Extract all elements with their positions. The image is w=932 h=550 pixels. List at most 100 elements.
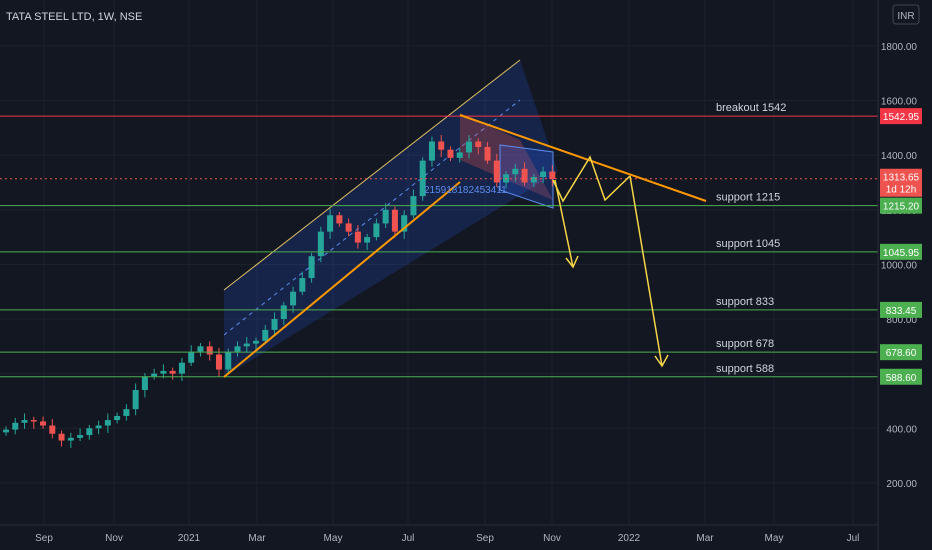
candle-body bbox=[49, 425, 56, 434]
support-833-label: support 833 bbox=[716, 296, 774, 308]
candle-body bbox=[206, 346, 213, 355]
candle-body bbox=[521, 168, 528, 183]
candle-body bbox=[243, 343, 250, 347]
candle-body bbox=[104, 420, 111, 426]
support-1045-price-tag-text: 1045.95 bbox=[883, 248, 920, 259]
last-price-countdown: 1d 12h bbox=[886, 185, 917, 196]
breakout-price-tag bbox=[880, 108, 922, 125]
candle-body bbox=[419, 160, 426, 197]
time-tick-label: Jul bbox=[402, 533, 415, 544]
channel-mid-line bbox=[223, 99, 521, 336]
candle-body bbox=[549, 171, 556, 179]
flag-fill bbox=[460, 113, 553, 200]
currency-box[interactable] bbox=[892, 4, 920, 25]
projection-arrow-short bbox=[554, 179, 574, 268]
candle-body bbox=[428, 141, 435, 161]
support-1045-label: support 1045 bbox=[716, 238, 780, 250]
candle-body bbox=[336, 215, 343, 224]
candle-body bbox=[114, 415, 121, 421]
candle-body bbox=[86, 428, 93, 436]
projection-arrow-long bbox=[629, 175, 663, 367]
candle-body bbox=[225, 351, 232, 370]
support-678-price-tag-text: 678.60 bbox=[886, 348, 917, 359]
support-678-label: support 678 bbox=[716, 338, 774, 350]
candle-body bbox=[466, 141, 472, 153]
last-price-tag bbox=[880, 168, 922, 197]
candle-body bbox=[67, 437, 74, 441]
candle-body bbox=[280, 305, 287, 320]
candle-body bbox=[3, 429, 9, 433]
price-axis[interactable]: 200.00400.00600.00800.001000.001200.0014… bbox=[877, 0, 922, 550]
time-tick-label: Nov bbox=[105, 533, 123, 544]
candle-body bbox=[253, 340, 260, 344]
support-588-price-tag bbox=[880, 368, 922, 385]
candle-body bbox=[132, 390, 139, 410]
candle-body bbox=[345, 223, 352, 232]
support-678-price-tag bbox=[880, 344, 922, 361]
horizontal-levels: breakout 1542 support 1215 support 1045 sup… bbox=[0, 102, 878, 378]
candle-body bbox=[447, 149, 454, 158]
grid bbox=[0, 0, 878, 525]
arrowhead-long bbox=[654, 354, 669, 368]
candle-body bbox=[30, 420, 37, 422]
candle-body bbox=[197, 346, 204, 352]
candle-body bbox=[215, 354, 222, 370]
breakout-price-tag-text: 1542.95 bbox=[883, 112, 920, 123]
candle-body bbox=[12, 422, 19, 430]
candle-body bbox=[262, 329, 269, 341]
channel-label: 215918182453411 bbox=[424, 185, 507, 196]
currency-label: INR bbox=[897, 11, 914, 22]
projection-zigzag bbox=[552, 155, 631, 203]
candle-body bbox=[234, 346, 241, 352]
candle-body bbox=[493, 160, 500, 183]
candle-body bbox=[354, 231, 361, 243]
support-833-price-tag-text: 833.45 bbox=[886, 306, 917, 317]
candle-body bbox=[21, 420, 28, 423]
descending-resistance-line[interactable] bbox=[459, 114, 707, 202]
time-tick-label: May bbox=[765, 533, 784, 544]
price-tick-label: 200.00 bbox=[886, 479, 917, 490]
candle-body bbox=[58, 433, 65, 441]
support-588-price-tag-text: 588.60 bbox=[886, 373, 917, 384]
candle-body bbox=[327, 215, 334, 232]
candle-body bbox=[308, 256, 315, 279]
support-1215-label: support 1215 bbox=[716, 192, 780, 204]
support-1215-price-tag-text: 1215.20 bbox=[883, 202, 920, 213]
candle-body bbox=[512, 168, 519, 175]
time-tick-label: Nov bbox=[543, 533, 561, 544]
candle-body bbox=[169, 370, 176, 374]
candle-body bbox=[438, 141, 445, 150]
price-tick-label: 1800.00 bbox=[881, 42, 918, 53]
time-tick-label: 2022 bbox=[618, 533, 641, 544]
candle-body bbox=[401, 215, 408, 232]
time-axis[interactable]: Sep Nov 2021 Mar May Jul Sep Nov 2022 Mar May Jul bbox=[0, 524, 878, 544]
lower-trend-line[interactable] bbox=[223, 181, 461, 378]
candle-body bbox=[475, 141, 482, 147]
support-1215-price-tag bbox=[880, 197, 922, 214]
trend-drawings bbox=[223, 114, 707, 378]
time-tick-label: Mar bbox=[248, 533, 266, 544]
candle-body bbox=[141, 376, 148, 391]
price-tick-label: 400.00 bbox=[886, 424, 917, 435]
candle-body bbox=[188, 351, 195, 363]
candlesticks bbox=[3, 134, 556, 448]
candle-body bbox=[151, 373, 158, 377]
channel-fill bbox=[224, 60, 558, 377]
time-tick-label: Sep bbox=[476, 533, 494, 544]
price-tick-label: 800.00 bbox=[886, 315, 917, 326]
candle-body bbox=[160, 370, 167, 374]
candle-body bbox=[373, 223, 380, 238]
candle-body bbox=[382, 209, 389, 224]
candle-body bbox=[540, 171, 547, 178]
candle-body bbox=[123, 409, 130, 416]
candle-body bbox=[391, 209, 398, 232]
candle-body bbox=[40, 421, 47, 426]
time-tick-label: May bbox=[324, 533, 343, 544]
symbol-title: TATA STEEL LTD, 1W, NSE bbox=[6, 11, 142, 23]
candle-body bbox=[77, 435, 84, 438]
candle-body bbox=[299, 278, 306, 292]
price-tick-label: 1000.00 bbox=[881, 260, 918, 271]
price-tick-label: 1600.00 bbox=[881, 97, 918, 108]
support-833-price-tag bbox=[880, 301, 922, 318]
